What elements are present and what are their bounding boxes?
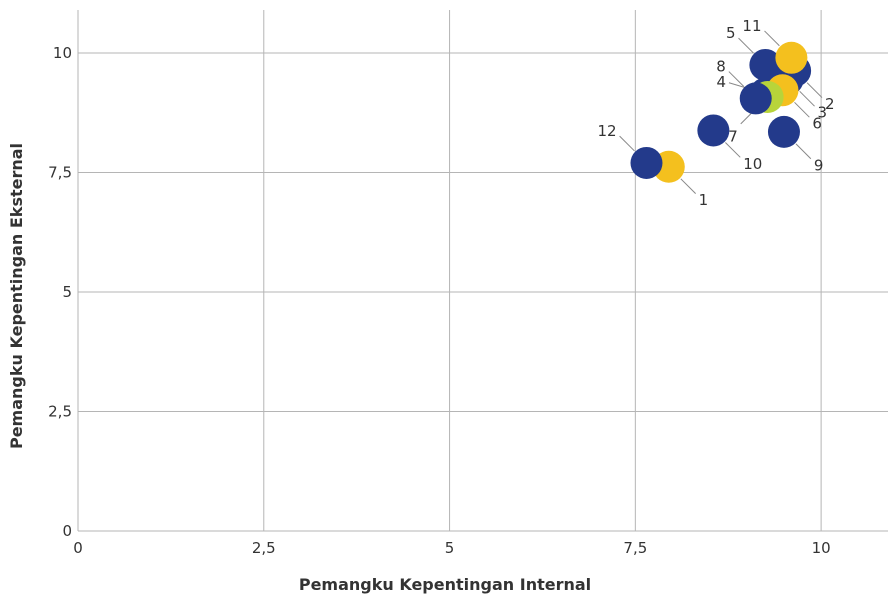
y-tick-label: 5 — [62, 283, 72, 301]
x-tick-label: 0 — [73, 539, 83, 557]
point-label: 2 — [825, 95, 835, 113]
data-points — [630, 41, 812, 183]
label-leader-line — [764, 30, 780, 47]
point-label: 11 — [742, 17, 761, 35]
label-leader-line — [795, 143, 812, 160]
data-point-9 — [767, 115, 800, 148]
point-label: 10 — [743, 155, 762, 173]
label-leader-line — [725, 142, 741, 158]
y-tick-label: 7,5 — [48, 164, 72, 182]
point-label: 5 — [726, 24, 736, 42]
point-label: 12 — [598, 122, 617, 140]
point-label: 9 — [814, 156, 824, 174]
data-point-12 — [630, 146, 663, 179]
label-leader-line — [680, 178, 697, 195]
x-tick-label: 2,5 — [252, 539, 276, 557]
y-axis-title: Pemangku Kepentingan Eksternal — [7, 143, 26, 449]
y-tick-label: 2,5 — [48, 403, 72, 421]
point-label: 8 — [716, 58, 726, 76]
tick-labels: 0 2,5 5 7,5 10 0 2,5 5 7,5 10 — [48, 44, 831, 557]
data-point-5 — [749, 48, 782, 81]
point-label: 6 — [812, 115, 822, 133]
data-point-10 — [697, 114, 730, 147]
label-leader-line — [806, 82, 823, 98]
y-tick-label: 10 — [53, 44, 72, 62]
x-axis-title: Pemangku Kepentingan Internal — [299, 575, 591, 594]
label-leader-line — [619, 135, 635, 152]
y-tick-label: 0 — [62, 522, 72, 540]
x-tick-label: 10 — [812, 539, 831, 557]
x-tick-label: 7,5 — [623, 539, 647, 557]
label-leader-line — [738, 37, 754, 54]
point-label: 7 — [728, 127, 738, 145]
label-leader-line — [728, 71, 745, 87]
label-leader-line — [799, 90, 815, 107]
data-point-8 — [739, 82, 772, 115]
data-point-11 — [775, 41, 808, 74]
point-label: 4 — [716, 73, 726, 91]
point-label: 3 — [818, 104, 828, 122]
label-leader-line — [794, 101, 810, 118]
point-label: 1 — [699, 191, 709, 209]
x-tick-label: 5 — [445, 539, 455, 557]
